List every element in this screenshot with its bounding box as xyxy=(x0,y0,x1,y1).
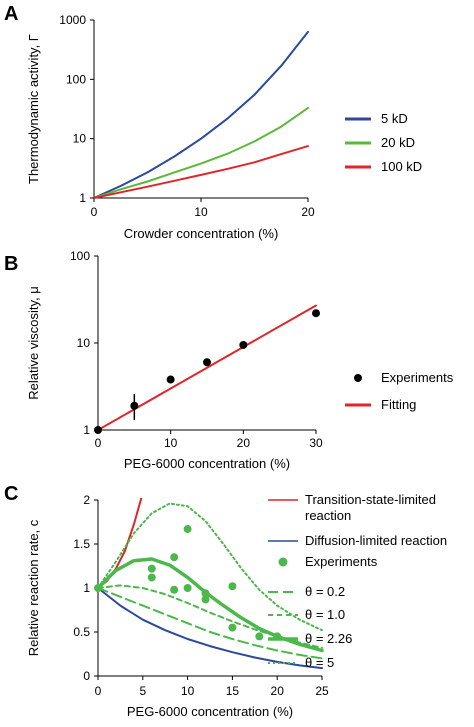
series-line-1-0 xyxy=(98,584,323,649)
legend-marker-experiments xyxy=(278,557,288,567)
series-line-5-kd xyxy=(94,30,309,199)
panel-letter-b: B xyxy=(4,253,18,275)
legend-label-fitting: Fitting xyxy=(381,397,416,412)
legend-label-transition: Transition-state-limited reaction xyxy=(305,492,436,523)
data-point-experiments xyxy=(166,375,175,384)
legend-label-100-kd: 100 kD xyxy=(381,159,422,174)
x-tick-label: 30 xyxy=(309,436,323,450)
legend-label-20-kd: 20 kD xyxy=(381,135,415,150)
series-line-100-kd xyxy=(94,145,309,199)
y-tick-label: 100 xyxy=(66,72,86,86)
y-axis-label: Relative viscosity, μ xyxy=(26,286,41,399)
data-point-experiments xyxy=(312,309,320,318)
x-axis-label: PEG-6000 concentration (%) xyxy=(124,456,290,471)
y-tick-label: 10 xyxy=(77,336,91,350)
panel-c-chart: 0 5 10 15 20 25 0 0.5 1 1.5 2 PEG-6000 concentratio… xyxy=(26,492,447,719)
x-tick-label: 15 xyxy=(226,684,240,698)
panel-a-chart: 0 10 20 1 10 100 1000 Crowder concentration (%)… xyxy=(26,13,422,241)
data-point-experiments xyxy=(147,564,156,573)
legend: Experiments Fitting xyxy=(345,370,454,412)
series-line-5 xyxy=(98,502,323,632)
x-tick-label: 0 xyxy=(95,684,102,698)
y-tick-label: 1.5 xyxy=(73,537,90,551)
y-tick-label: 1 xyxy=(83,581,90,595)
data-point-experiments xyxy=(228,582,237,591)
data-point-experiments xyxy=(147,573,156,582)
x-tick-label: 20 xyxy=(301,205,315,219)
x-tick-label: 10 xyxy=(194,205,208,219)
y-axis-label: Thermodynamic activity, Γ xyxy=(26,34,41,184)
legend-label-5: θ = 5 xyxy=(305,655,334,670)
y-tick-label: 1 xyxy=(79,191,86,205)
data-point-experiments xyxy=(130,401,139,410)
legend-label-2-26: θ = 2.26 xyxy=(305,631,352,646)
x-axis-label: PEG-6000 concentration (%) xyxy=(127,704,293,719)
series-line-2-26 xyxy=(98,557,324,653)
panel-letter-a: A xyxy=(4,3,18,25)
y-tick-label: 2 xyxy=(83,493,90,507)
legend-label-experiments: Experiments xyxy=(305,554,378,569)
x-tick-label: 20 xyxy=(237,436,251,450)
x-axis-label: Crowder concentration (%) xyxy=(124,226,279,241)
data-point-experiments xyxy=(201,589,210,598)
plot-area xyxy=(98,498,324,670)
x-tick-label: 10 xyxy=(181,684,195,698)
x-tick-label: 0 xyxy=(95,436,102,450)
x-tick-label: 10 xyxy=(164,436,178,450)
y-tick-label: 100 xyxy=(70,249,90,263)
data-point-experiments xyxy=(94,426,102,434)
x-tick-label: 25 xyxy=(315,684,329,698)
legend-label-1-0: θ = 1.0 xyxy=(305,607,345,622)
data-point-experiments xyxy=(239,340,248,349)
y-axis-label: Relative reaction rate, c xyxy=(26,519,41,656)
series-line-0-2 xyxy=(98,587,323,660)
y-tick-label: 10 xyxy=(73,132,87,146)
legend-label-5-kd: 5 kD xyxy=(381,111,408,126)
series-line-20-kd xyxy=(94,106,309,199)
series-line-diffusion-limited-reaction xyxy=(98,587,323,670)
data-point-experiments xyxy=(170,585,179,594)
y-tick-label: 1000 xyxy=(59,13,86,27)
y-tick-label: 1 xyxy=(83,423,90,437)
legend-label-transition-line1: Transition-state-limited xyxy=(305,492,436,507)
legend-marker-experiments xyxy=(354,374,362,382)
data-point-experiments xyxy=(183,525,192,534)
x-tick-label: 20 xyxy=(271,684,285,698)
plot-area xyxy=(98,304,317,431)
x-tick-label: 0 xyxy=(91,205,98,219)
data-point-experiments xyxy=(94,584,102,592)
y-tick-label: 0.5 xyxy=(73,625,90,639)
data-point-experiments xyxy=(255,632,264,641)
data-point-experiments xyxy=(228,623,237,632)
legend: 5 kD 20 kD 100 kD xyxy=(345,111,422,174)
plot-area xyxy=(94,30,309,199)
y-tick-label: 0 xyxy=(83,669,90,683)
series-line-transition-state-limited-reaction xyxy=(98,498,143,589)
legend-label-diffusion: Diffusion-limited reaction xyxy=(305,533,447,548)
x-tick-label: 5 xyxy=(139,684,146,698)
legend-label-transition-line2: reaction xyxy=(305,508,351,523)
panel-b-chart: 0 10 20 30 1 10 100 PEG-6000 concentration (%) R… xyxy=(26,249,454,471)
series-line-fitting xyxy=(98,304,317,431)
data-point-experiments xyxy=(183,584,192,592)
data-point-experiments xyxy=(201,595,210,604)
legend-label-0-2: θ = 0.2 xyxy=(305,584,345,599)
data-point-experiments xyxy=(170,553,179,562)
panel-letter-c: C xyxy=(4,483,18,505)
legend-label-experiments: Experiments xyxy=(381,370,454,385)
data-point-experiments xyxy=(203,358,211,367)
legend: Transition-state-limited reaction Diffusio… xyxy=(268,492,447,670)
